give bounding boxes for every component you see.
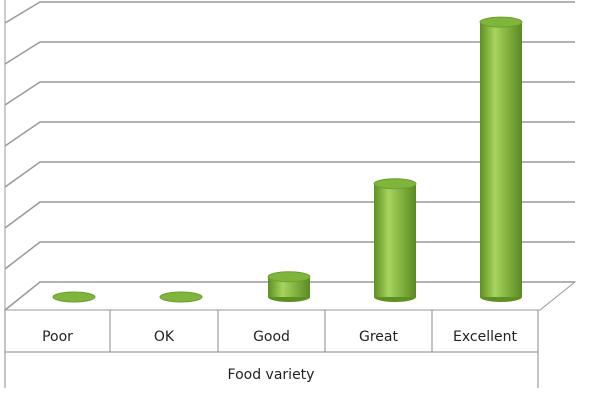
category-table: Food variety Poor OK Good Great Excellent — [4, 310, 539, 388]
bar-top — [479, 16, 523, 28]
bar-top — [267, 271, 311, 283]
bar — [52, 291, 96, 303]
bar-top — [373, 178, 417, 190]
x-tick-label: OK — [154, 329, 175, 345]
bar — [479, 16, 523, 302]
x-axis-label: Food variety — [228, 367, 315, 383]
bar — [159, 291, 203, 303]
grid-line — [4, 1, 575, 24]
grid-line — [4, 121, 575, 147]
bar-body — [374, 183, 416, 297]
bar-top — [52, 291, 96, 303]
bar-body — [268, 276, 310, 297]
grid-line — [4, 81, 575, 106]
bar — [373, 178, 417, 302]
x-tick-label: Poor — [42, 329, 73, 345]
grid-line — [4, 41, 575, 65]
bar — [267, 271, 311, 302]
x-tick-label: Excellent — [453, 329, 517, 345]
bar-top — [159, 291, 203, 303]
x-tick-label: Good — [253, 329, 290, 345]
x-tick-label: Great — [359, 329, 398, 345]
grid-line — [4, 161, 575, 188]
bar-body — [480, 22, 522, 297]
